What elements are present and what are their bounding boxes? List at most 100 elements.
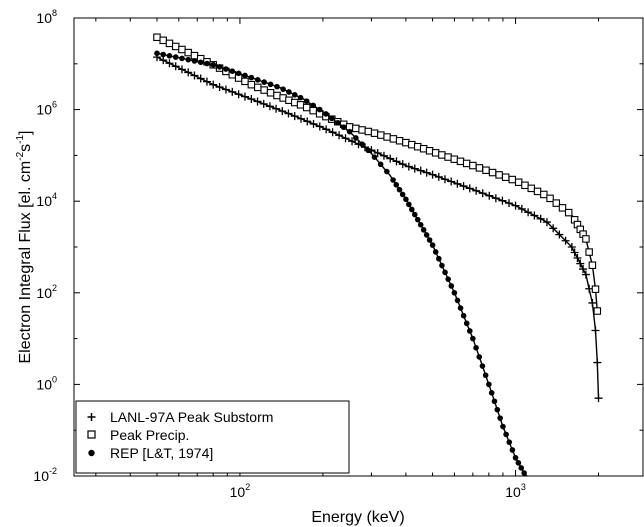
data-point-dot bbox=[506, 439, 513, 445]
y-tick-label: 108 bbox=[36, 8, 57, 26]
data-point-dot bbox=[439, 262, 445, 269]
data-point-dot bbox=[185, 56, 192, 63]
data-point-plus bbox=[573, 254, 582, 263]
data-point-plus bbox=[588, 298, 597, 307]
data-point-plus bbox=[348, 137, 357, 146]
data-point-plus bbox=[309, 119, 318, 128]
data-point-plus bbox=[202, 77, 211, 86]
x-axis-title: Energy (keV) bbox=[311, 509, 404, 526]
legend-entry-0: LANL-97A Peak Substorm bbox=[87, 409, 273, 425]
data-point-square bbox=[527, 184, 536, 193]
data-point-plus bbox=[341, 134, 350, 143]
data-point-dot bbox=[448, 283, 455, 289]
data-point-dot bbox=[442, 269, 448, 276]
data-point-plus bbox=[379, 151, 388, 160]
legend-label: REP [L&T, 1974] bbox=[110, 445, 213, 461]
data-point-square bbox=[533, 187, 542, 196]
data-point-dot bbox=[482, 372, 489, 379]
data-point-square bbox=[521, 181, 529, 190]
data-point-plus bbox=[171, 62, 180, 71]
y-tick-label: 100 bbox=[36, 374, 57, 392]
data-point-dot bbox=[463, 320, 470, 327]
data-point-plus bbox=[594, 394, 603, 403]
data-point-dot bbox=[286, 89, 292, 95]
data-point-dot bbox=[466, 328, 473, 334]
data-point-square bbox=[383, 133, 391, 141]
data-point-square bbox=[588, 261, 597, 269]
data-point-dot bbox=[160, 51, 167, 58]
x-tick-label: 103 bbox=[505, 482, 526, 500]
data-point-dot bbox=[432, 249, 439, 255]
data-point-square bbox=[247, 80, 256, 89]
data-point-dot bbox=[500, 423, 506, 430]
data-point-plus bbox=[504, 199, 513, 208]
data-point-plus bbox=[561, 236, 570, 245]
data-point-dot bbox=[396, 186, 403, 193]
series-line bbox=[156, 36, 598, 312]
data-point-dot bbox=[280, 86, 286, 92]
data-point-plus bbox=[278, 107, 287, 116]
data-point-square bbox=[438, 151, 446, 159]
data-point-square bbox=[475, 164, 484, 172]
data-point-square bbox=[266, 89, 275, 97]
legend-marker-square bbox=[87, 430, 96, 439]
data-point-square bbox=[165, 39, 174, 48]
data-point-plus bbox=[591, 326, 600, 335]
data-point-dot bbox=[384, 168, 390, 175]
data-point-dot bbox=[491, 398, 498, 405]
data-point-square bbox=[488, 168, 497, 177]
data-point-dot bbox=[494, 406, 501, 413]
data-point-square bbox=[564, 208, 573, 217]
data-point-plus bbox=[511, 201, 520, 210]
data-point-plus bbox=[284, 109, 293, 118]
data-point-dot bbox=[457, 305, 464, 311]
data-point-square bbox=[501, 173, 510, 181]
data-point-square bbox=[546, 194, 554, 203]
series-line bbox=[156, 56, 600, 399]
data-point-plus bbox=[428, 170, 437, 179]
x-tick-label: 102 bbox=[230, 482, 251, 500]
data-point-dot bbox=[334, 119, 341, 126]
data-point-square bbox=[444, 153, 452, 161]
data-point-dot bbox=[346, 128, 353, 135]
data-point-plus bbox=[315, 122, 324, 131]
data-point-plus bbox=[485, 191, 494, 200]
data-point-dot bbox=[274, 83, 280, 90]
legend-label: Peak Precip. bbox=[110, 427, 189, 443]
data-point-plus bbox=[196, 74, 205, 83]
data-point-plus bbox=[165, 59, 174, 68]
data-point-plus bbox=[555, 230, 564, 239]
data-point-dot bbox=[254, 77, 261, 83]
data-point-plus bbox=[549, 224, 558, 233]
data-point-dot bbox=[429, 242, 436, 248]
data-point-square bbox=[558, 204, 567, 212]
data-point-plus bbox=[209, 80, 218, 89]
legend-marker-plus bbox=[87, 413, 96, 421]
data-point-plus bbox=[221, 85, 230, 94]
data-point-plus bbox=[570, 248, 579, 257]
data-point-plus bbox=[434, 172, 443, 181]
data-point-plus bbox=[392, 157, 401, 166]
data-point-dot bbox=[509, 447, 516, 453]
data-point-plus bbox=[593, 358, 602, 367]
data-point-square bbox=[352, 124, 360, 133]
data-point-plus bbox=[465, 184, 474, 193]
data-point-plus bbox=[184, 68, 193, 77]
data-point-dot bbox=[216, 64, 223, 70]
data-point-square bbox=[309, 106, 317, 115]
data-point-plus bbox=[524, 208, 533, 217]
series-dot bbox=[154, 50, 528, 477]
data-point-dot bbox=[303, 98, 310, 104]
y-tick-label: 106 bbox=[36, 100, 57, 118]
legend-label: LANL-97A Peak Substorm bbox=[110, 409, 273, 425]
data-point-plus bbox=[335, 131, 344, 140]
data-point-square bbox=[254, 83, 262, 92]
data-point-dot bbox=[515, 460, 522, 466]
data-point-plus bbox=[253, 97, 262, 106]
data-point-dot bbox=[497, 415, 503, 421]
data-point-dot bbox=[390, 177, 396, 183]
data-point-dot bbox=[248, 74, 255, 81]
data-point-dot bbox=[316, 106, 323, 113]
data-point-dot bbox=[359, 141, 365, 147]
